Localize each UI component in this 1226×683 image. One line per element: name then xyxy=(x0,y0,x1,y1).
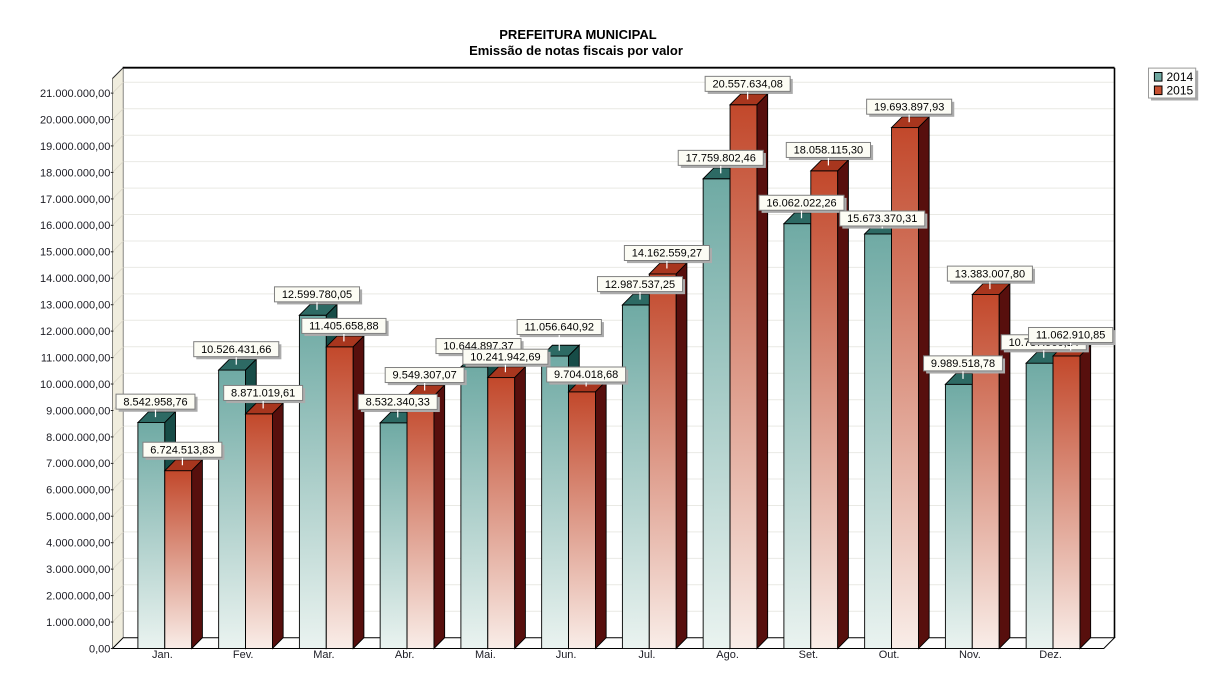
svg-text:15.000.000,00: 15.000.000,00 xyxy=(40,247,110,259)
svg-text:12.599.780,05: 12.599.780,05 xyxy=(282,289,352,301)
svg-text:12.000.000,00: 12.000.000,00 xyxy=(40,326,110,338)
svg-text:Set.: Set. xyxy=(799,649,819,661)
svg-text:8.000.000,00: 8.000.000,00 xyxy=(46,432,110,444)
svg-text:Dez.: Dez. xyxy=(1039,649,1062,661)
svg-text:18.000.000,00: 18.000.000,00 xyxy=(40,167,110,179)
svg-text:11.405.658,88: 11.405.658,88 xyxy=(309,321,379,333)
svg-text:Nov.: Nov. xyxy=(959,649,981,661)
svg-text:13.000.000,00: 13.000.000,00 xyxy=(40,300,110,312)
svg-text:8.532.340,33: 8.532.340,33 xyxy=(366,397,430,409)
svg-text:2.000.000,00: 2.000.000,00 xyxy=(46,591,110,603)
svg-text:Abr.: Abr. xyxy=(395,649,415,661)
svg-text:13.383.007,80: 13.383.007,80 xyxy=(955,268,1025,280)
svg-text:11.056.640,92: 11.056.640,92 xyxy=(524,322,594,334)
svg-text:19.000.000,00: 19.000.000,00 xyxy=(40,141,110,153)
svg-text:1.000.000,00: 1.000.000,00 xyxy=(46,617,110,629)
svg-text:9.549.307,07: 9.549.307,07 xyxy=(393,370,457,382)
svg-text:Mar.: Mar. xyxy=(313,649,334,661)
svg-text:Jan.: Jan. xyxy=(152,649,173,661)
svg-text:17.759.802,46: 17.759.802,46 xyxy=(686,153,756,165)
svg-text:8.542.958,76: 8.542.958,76 xyxy=(123,396,187,408)
svg-text:12.987.537,25: 12.987.537,25 xyxy=(605,279,675,291)
svg-text:14.000.000,00: 14.000.000,00 xyxy=(40,273,110,285)
svg-text:8.871.019,61: 8.871.019,61 xyxy=(231,388,295,400)
svg-text:16.000.000,00: 16.000.000,00 xyxy=(40,220,110,232)
svg-text:Ago.: Ago. xyxy=(716,649,739,661)
svg-text:0,00: 0,00 xyxy=(89,643,110,655)
svg-text:6.724.513,83: 6.724.513,83 xyxy=(150,444,214,456)
svg-text:2014: 2014 xyxy=(1167,70,1194,84)
svg-text:10.241.942,69: 10.241.942,69 xyxy=(470,351,540,363)
svg-text:20.557.634,08: 20.557.634,08 xyxy=(712,79,782,91)
svg-text:Emissão de notas fiscais por v: Emissão de notas fiscais por valor xyxy=(469,43,683,58)
svg-text:Fev.: Fev. xyxy=(233,649,254,661)
svg-text:PREFEITURA MUNICIPAL: PREFEITURA MUNICIPAL xyxy=(499,27,657,42)
svg-text:10.526.431,66: 10.526.431,66 xyxy=(201,344,271,356)
svg-text:9.989.518,78: 9.989.518,78 xyxy=(931,358,995,370)
svg-text:9.000.000,00: 9.000.000,00 xyxy=(46,405,110,417)
svg-text:Mai.: Mai. xyxy=(475,649,496,661)
svg-text:Jul.: Jul. xyxy=(638,649,655,661)
svg-text:11.062.910,85: 11.062.910,85 xyxy=(1036,330,1106,342)
svg-text:Out.: Out. xyxy=(879,649,900,661)
svg-text:21.000.000,00: 21.000.000,00 xyxy=(40,88,110,100)
svg-text:10.000.000,00: 10.000.000,00 xyxy=(40,379,110,391)
svg-text:2015: 2015 xyxy=(1167,84,1194,98)
svg-text:9.704.018,68: 9.704.018,68 xyxy=(554,369,618,381)
svg-text:14.162.559,27: 14.162.559,27 xyxy=(632,248,702,260)
svg-text:18.058.115,30: 18.058.115,30 xyxy=(794,145,864,157)
svg-text:16.062.022,26: 16.062.022,26 xyxy=(766,197,836,209)
svg-text:20.000.000,00: 20.000.000,00 xyxy=(40,114,110,126)
svg-text:4.000.000,00: 4.000.000,00 xyxy=(46,538,110,550)
svg-text:7.000.000,00: 7.000.000,00 xyxy=(46,458,110,470)
svg-text:17.000.000,00: 17.000.000,00 xyxy=(40,194,110,206)
svg-text:11.000.000,00: 11.000.000,00 xyxy=(41,352,111,364)
svg-text:19.693.897,93: 19.693.897,93 xyxy=(874,101,944,113)
svg-text:15.673.370,31: 15.673.370,31 xyxy=(847,213,917,225)
svg-text:3.000.000,00: 3.000.000,00 xyxy=(46,564,110,576)
svg-text:6.000.000,00: 6.000.000,00 xyxy=(46,485,110,497)
svg-text:Jun.: Jun. xyxy=(556,649,577,661)
svg-text:5.000.000,00: 5.000.000,00 xyxy=(46,511,110,523)
